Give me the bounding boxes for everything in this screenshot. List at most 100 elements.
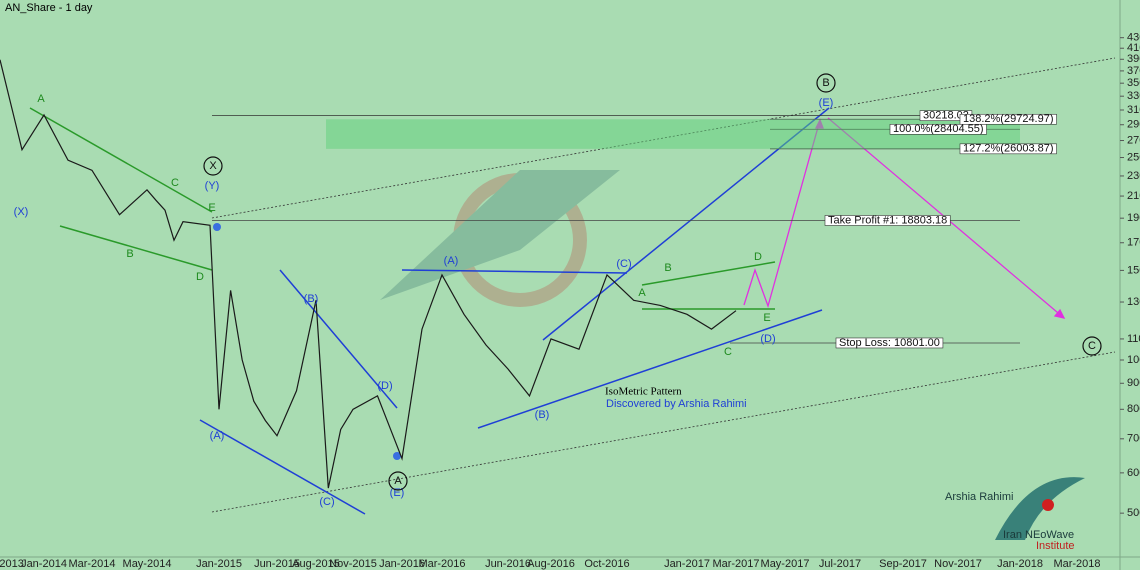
- brand-name: Iran NEoWave: [1003, 529, 1074, 541]
- y-tick-label: 13000: [1127, 296, 1140, 308]
- wave-label: B: [126, 248, 133, 260]
- level-label: 138.2%(29724.97): [963, 113, 1054, 125]
- level-label-box: [835, 337, 944, 349]
- chart-title: AN_Share - 1 day: [5, 2, 93, 14]
- wave-circle: [388, 471, 408, 491]
- green-trendlines: [29, 107, 776, 310]
- price-line: [0, 59, 737, 489]
- y-tick-label: 19000: [1127, 212, 1140, 224]
- wave-label: X: [209, 160, 217, 172]
- level-label: 30218.02: [923, 110, 969, 122]
- x-tick-label: Sep-2017: [879, 558, 927, 570]
- watermark: [380, 170, 620, 307]
- wave-label: (D): [377, 380, 392, 392]
- wave-label: C: [724, 346, 732, 358]
- wave-label: D: [196, 271, 204, 283]
- x-tick-label: Jun-2016: [485, 558, 531, 570]
- level-label-box: [824, 215, 951, 226]
- y-tick-label: 41000: [1127, 42, 1140, 54]
- level-label: 100.0%(28404.55): [893, 123, 984, 135]
- wave-circle: [203, 156, 223, 176]
- level-label: Stop Loss: 10801.00: [839, 337, 940, 349]
- y-tick-label: 5000: [1127, 507, 1140, 519]
- x-tick-label: Jan-2018: [997, 558, 1043, 570]
- x-tick-label: Mar-2016: [418, 558, 465, 570]
- x-tick-label: Mar-2018: [1053, 558, 1100, 570]
- y-tick-label: 27000: [1127, 134, 1140, 146]
- y-tick-label: 10000: [1127, 354, 1140, 366]
- wave-label: (Y): [205, 180, 220, 192]
- brand-author: Arshia Rahimi: [945, 491, 1013, 503]
- wave-label: (D): [760, 333, 775, 345]
- y-tick-label: 17000: [1127, 237, 1140, 249]
- wave-label: B: [664, 262, 671, 274]
- wave-label: (B): [304, 293, 319, 305]
- x-tick-label: Aug-2015: [292, 558, 340, 570]
- x-tick-label: Jul-2017: [819, 558, 861, 570]
- x-tick-label: Jan-2016: [379, 558, 425, 570]
- x-tick-label: Jan-2014: [21, 558, 67, 570]
- x-tick-label: May-2017: [761, 558, 810, 570]
- x-tick-label: May-2014: [123, 558, 172, 570]
- level-label: Take Profit #1: 18803.18: [828, 214, 947, 226]
- x-tick-label: Jun-2015: [254, 558, 300, 570]
- y-tick-label: 31000: [1127, 104, 1140, 116]
- y-tick-label: 43000: [1127, 32, 1140, 44]
- y-tick-label: 23000: [1127, 170, 1140, 182]
- y-tick-label: 9000: [1127, 377, 1140, 389]
- y-tick-label: 21000: [1127, 190, 1140, 202]
- x-tick-label: Nov-2015: [329, 558, 377, 570]
- channel-upper: [211, 57, 1116, 219]
- point-marker: [213, 223, 221, 231]
- brand-logo: [995, 477, 1085, 540]
- wave-label: (X): [14, 206, 29, 218]
- x-tick-label: Mar-2014: [68, 558, 115, 570]
- wave-label: (C): [616, 258, 631, 270]
- channel-lower: [211, 351, 1116, 513]
- x-tick-label: Oct-2016: [584, 558, 629, 570]
- wave-label: (C): [319, 496, 334, 508]
- pattern-subtitle: Discovered by Arshia Rahimi: [606, 398, 747, 410]
- wave-circle: [1082, 336, 1102, 356]
- wave-label: A: [37, 93, 45, 105]
- x-tick-label: Jan-2015: [196, 558, 242, 570]
- level-label-box: [959, 143, 1057, 155]
- wave-label: A: [638, 287, 646, 299]
- x-tick-label: Jan-2017: [664, 558, 710, 570]
- y-tick-label: 15000: [1127, 264, 1140, 276]
- wave-label: B: [822, 77, 829, 89]
- level-label: 127.2%(26003.87): [963, 143, 1054, 155]
- wave-label: (A): [210, 430, 225, 442]
- y-tick-label: 33000: [1127, 90, 1140, 102]
- x-tick-label: Nov-2017: [934, 558, 982, 570]
- level-label-box: [959, 113, 1057, 125]
- x-tick-label: Mar-2017: [712, 558, 759, 570]
- wave-label: D: [754, 251, 762, 263]
- wave-circle: [816, 73, 836, 93]
- wave-label: E: [208, 202, 215, 214]
- point-marker: [393, 452, 401, 460]
- plot-area: [0, 0, 1120, 557]
- pattern-title: IsoMetric Pattern: [605, 386, 682, 398]
- brand-sub: Institute: [1036, 540, 1075, 552]
- y-tick-label: 11000: [1127, 333, 1140, 345]
- y-tick-label: 8000: [1127, 403, 1140, 415]
- y-tick-label: 35000: [1127, 77, 1140, 89]
- x-tick-label: Nov-2013: [0, 558, 24, 570]
- wave-label: (E): [819, 97, 834, 109]
- y-tick-label: 6000: [1127, 467, 1140, 479]
- y-tick-label: 25000: [1127, 151, 1140, 163]
- wave-label: E: [763, 312, 770, 324]
- y-tick-label: 37000: [1127, 65, 1140, 77]
- y-tick-label: 39000: [1127, 53, 1140, 65]
- wave-label: C: [1088, 340, 1096, 352]
- y-tick-label: 7000: [1127, 433, 1140, 445]
- x-tick-label: Aug-2016: [527, 558, 575, 570]
- y-tick-label: 29000: [1127, 119, 1140, 131]
- wave-label: C: [171, 177, 179, 189]
- wave-label: (B): [535, 409, 550, 421]
- level-label-box: [889, 124, 987, 135]
- wave-label: A: [394, 475, 402, 487]
